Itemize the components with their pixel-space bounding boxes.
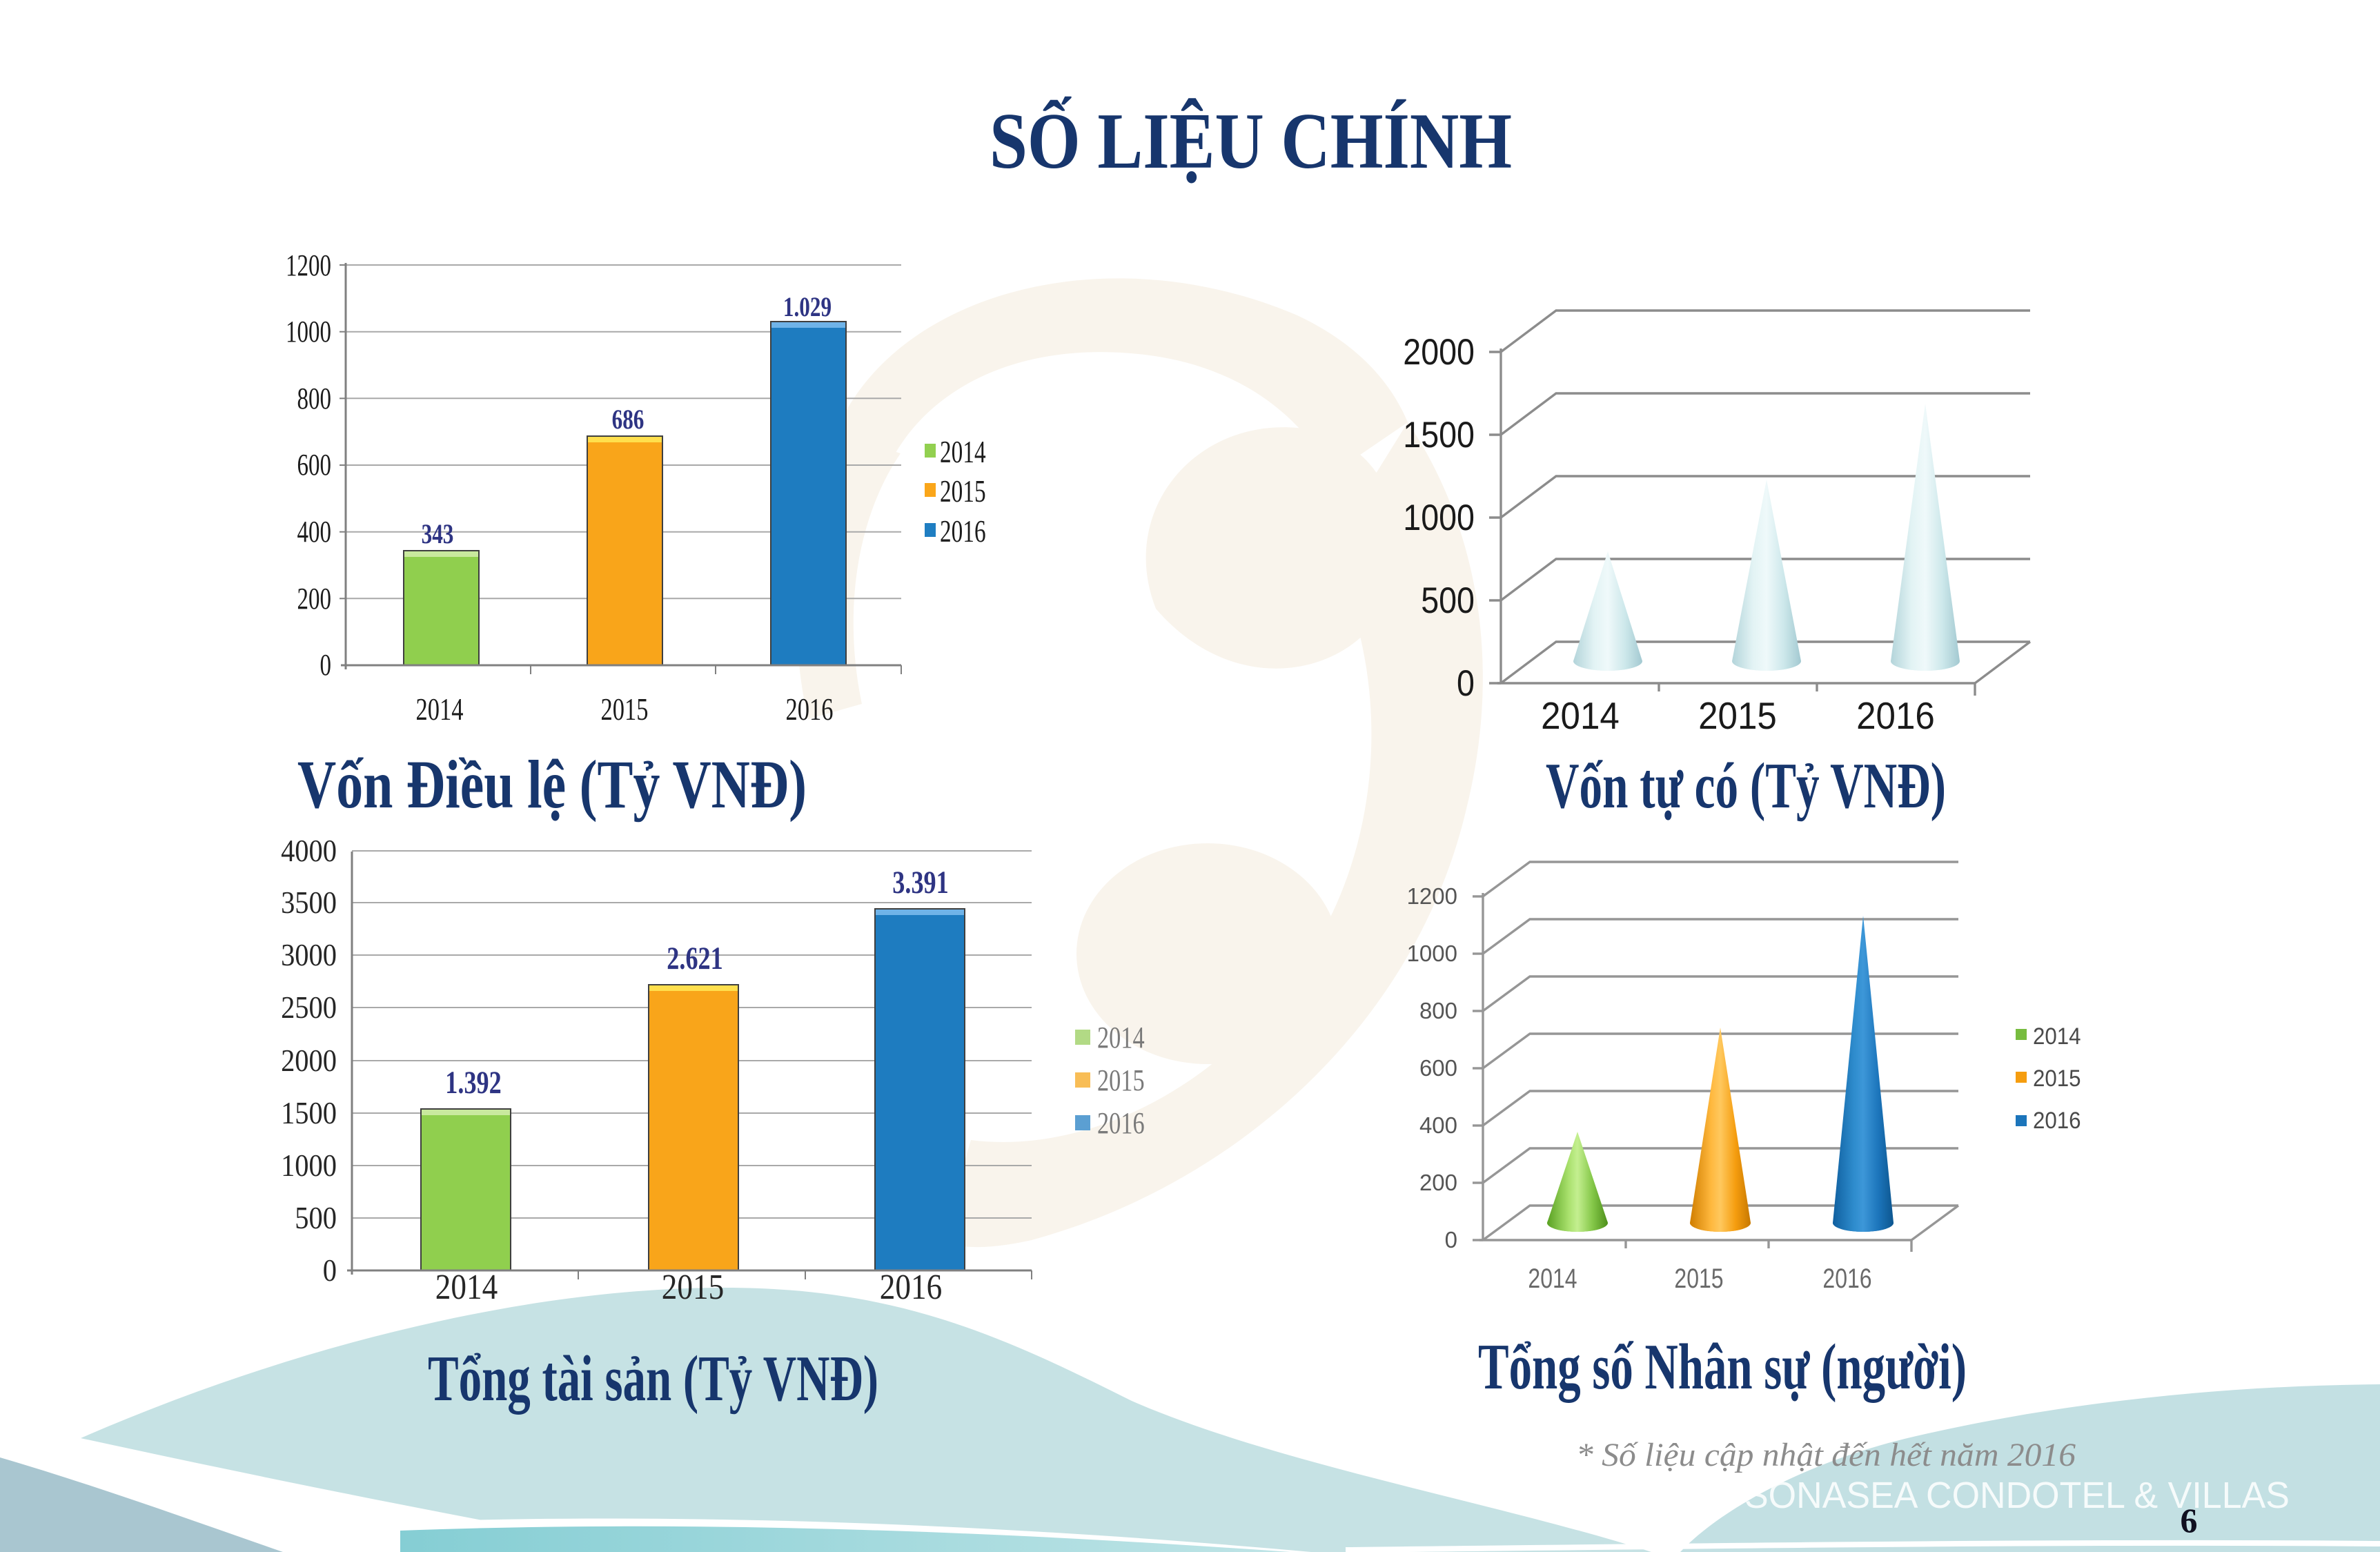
- svg-text:200: 200: [297, 582, 331, 616]
- svg-text:400: 400: [297, 515, 331, 549]
- svg-text:800: 800: [1419, 998, 1457, 1023]
- svg-text:2015: 2015: [1674, 1263, 1723, 1294]
- svg-text:3.391: 3.391: [892, 865, 948, 901]
- svg-text:2015: 2015: [2033, 1065, 2081, 1092]
- svg-text:SONASEA CONDOTEL & VILLAS: SONASEA CONDOTEL & VILLAS: [1744, 1475, 2290, 1516]
- svg-text:2014: 2014: [435, 1267, 498, 1307]
- svg-text:800: 800: [297, 382, 331, 416]
- svg-text:1500: 1500: [1403, 414, 1475, 455]
- svg-text:0: 0: [323, 1253, 337, 1288]
- svg-text:600: 600: [1419, 1055, 1457, 1081]
- svg-text:200: 200: [1419, 1170, 1457, 1195]
- svg-text:2014: 2014: [1541, 695, 1620, 737]
- svg-text:Tổng số Nhân sự (người): Tổng số Nhân sự (người): [1478, 1331, 1967, 1403]
- svg-text:2016: 2016: [1097, 1106, 1145, 1140]
- svg-text:2015: 2015: [940, 474, 986, 509]
- svg-text:3500: 3500: [281, 885, 337, 921]
- svg-text:Vốn Điều lệ (Tỷ VNĐ): Vốn Điều lệ (Tỷ VNĐ): [297, 746, 807, 823]
- svg-text:1.029: 1.029: [783, 291, 832, 322]
- svg-text:2016: 2016: [880, 1267, 942, 1307]
- svg-text:1000: 1000: [1403, 497, 1475, 538]
- svg-text:500: 500: [295, 1201, 337, 1236]
- svg-text:1500: 1500: [281, 1096, 337, 1131]
- svg-text:0: 0: [320, 649, 331, 682]
- svg-text:2500: 2500: [281, 990, 337, 1025]
- svg-text:2014: 2014: [1528, 1263, 1577, 1294]
- svg-text:2016: 2016: [940, 514, 986, 549]
- svg-text:343: 343: [422, 518, 454, 549]
- svg-text:2016: 2016: [2033, 1107, 2081, 1134]
- svg-text:* Số liệu cập nhật đến hết năm: * Số liệu cập nhật đến hết năm 2016: [1576, 1437, 2076, 1473]
- svg-text:2014: 2014: [2033, 1023, 2081, 1050]
- svg-text:2014: 2014: [1097, 1021, 1145, 1054]
- svg-text:2016: 2016: [786, 691, 834, 727]
- svg-text:0: 0: [1457, 662, 1475, 703]
- svg-text:3000: 3000: [281, 938, 337, 973]
- svg-text:600: 600: [297, 449, 331, 482]
- svg-text:2015: 2015: [1097, 1063, 1145, 1097]
- svg-text:1000: 1000: [286, 315, 331, 349]
- svg-text:4000: 4000: [281, 834, 337, 869]
- svg-text:2015: 2015: [1698, 695, 1777, 737]
- svg-text:2016: 2016: [1856, 695, 1935, 737]
- svg-text:1000: 1000: [281, 1148, 337, 1183]
- svg-text:400: 400: [1419, 1112, 1457, 1138]
- svg-text:2014: 2014: [416, 691, 464, 727]
- svg-text:1200: 1200: [1407, 883, 1457, 909]
- svg-text:Vốn tự có (Tỷ VNĐ): Vốn tự có (Tỷ VNĐ): [1546, 750, 1946, 822]
- svg-text:6: 6: [2181, 1501, 2198, 1540]
- svg-text:2015: 2015: [662, 1267, 724, 1307]
- svg-text:1000: 1000: [1407, 941, 1457, 966]
- svg-text:2000: 2000: [281, 1043, 337, 1079]
- svg-text:2016: 2016: [1822, 1263, 1871, 1294]
- svg-text:500: 500: [1421, 580, 1475, 620]
- svg-text:1200: 1200: [286, 249, 331, 283]
- svg-text:Tổng tài sản (Tỷ VNĐ): Tổng tài sản (Tỷ VNĐ): [428, 1343, 878, 1415]
- svg-text:0: 0: [1445, 1227, 1457, 1253]
- svg-text:2.621: 2.621: [667, 941, 722, 977]
- svg-text:686: 686: [612, 404, 645, 435]
- svg-text:2014: 2014: [940, 435, 986, 469]
- svg-text:2000: 2000: [1403, 331, 1475, 372]
- svg-text:2015: 2015: [601, 691, 649, 727]
- svg-text:1.392: 1.392: [445, 1065, 501, 1101]
- svg-text:SỐ LIỆU CHÍNH: SỐ LIỆU CHÍNH: [990, 96, 1512, 186]
